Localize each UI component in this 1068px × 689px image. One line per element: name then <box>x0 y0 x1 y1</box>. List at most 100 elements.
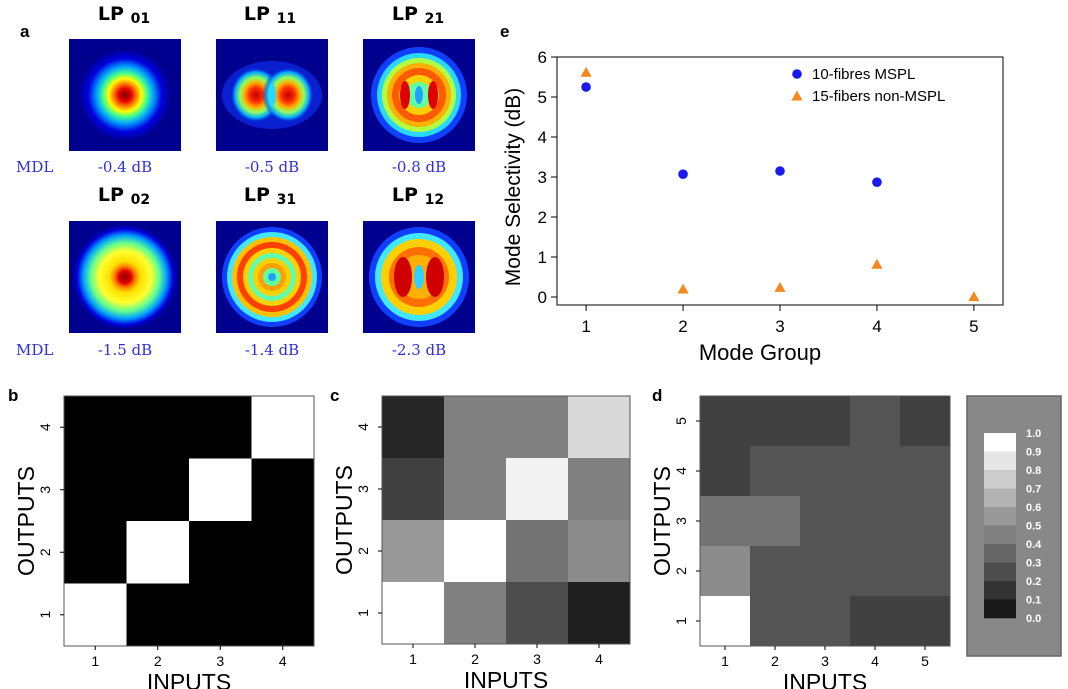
panel-label-a: a <box>20 22 30 41</box>
heatmap-cell <box>568 396 631 459</box>
mode-title-name: LP <box>243 184 270 206</box>
mode-title: LP 21 <box>358 3 478 27</box>
mdl-value: -1.5 dB <box>97 341 153 359</box>
colorbar-swatch <box>984 562 1016 582</box>
x-tick-label: 2 <box>771 653 779 669</box>
heatmap-cell <box>750 446 801 497</box>
x-tick-label: 3 <box>775 317 784 336</box>
mode-title: LP 11 <box>210 3 330 27</box>
legend-marker-triangle <box>791 90 803 101</box>
y-tick-label: 0 <box>538 288 547 307</box>
panel-label-c: c <box>330 386 340 405</box>
colorbar-swatch <box>984 544 1016 563</box>
x-axis-label: INPUTS <box>147 669 231 689</box>
y-tick-label: 2 <box>37 548 53 556</box>
heatmap-cell <box>568 582 631 645</box>
heatmap-cell <box>126 521 190 584</box>
x-axis-label: INPUTS <box>783 669 867 689</box>
mdl-value: -0.5 dB <box>244 158 300 176</box>
x-tick-label: 3 <box>216 653 224 669</box>
y-axis-label: OUTPUTS <box>331 465 357 575</box>
heatmap-cell <box>700 446 751 497</box>
mode-title-name: LP <box>391 184 418 206</box>
y-tick-label: 3 <box>673 517 689 525</box>
mode-title-name: LP <box>243 3 270 25</box>
heatmap-cell <box>189 458 252 522</box>
heatmap-cell <box>568 458 631 521</box>
y-tick-label: 3 <box>355 485 371 493</box>
heatmap-frame <box>381 395 631 645</box>
heatmap-cell <box>900 596 951 647</box>
mdl-value: -2.3 dB <box>391 341 447 359</box>
heatmap-d: 1 2 3 4 5 1 2 3 4 5 INPUTS OUTPUTS <box>649 395 951 689</box>
heatmap-cell <box>900 396 951 447</box>
heatmap-cell <box>64 583 127 647</box>
heatmap-cell <box>700 396 751 447</box>
heatmap-cell <box>568 520 631 583</box>
y-tick-label: 1 <box>355 609 371 617</box>
legend-label: 10-fibres MSPL <box>812 66 915 83</box>
data-point-triangle <box>871 258 883 269</box>
colorbar-tick-label: 0.7 <box>1026 484 1041 496</box>
x-tick-label: 2 <box>471 651 479 667</box>
mode-title-name: LP <box>97 3 124 25</box>
colorbar-tick-label: 0.3 <box>1026 558 1041 570</box>
x-tick-label: 2 <box>154 653 162 669</box>
mode-title-sub: 31 <box>276 192 297 208</box>
mode-title-name: LP <box>391 3 418 25</box>
y-tick-label: 6 <box>538 48 547 67</box>
heatmap-cell <box>382 582 445 645</box>
mdl-value: -1.4 dB <box>244 341 300 359</box>
panel-label-e: e <box>500 22 510 41</box>
heatmap-cell <box>850 396 901 447</box>
x-tick-label: 5 <box>921 653 929 669</box>
heatmap-cell <box>800 596 851 647</box>
heatmap-cell <box>64 521 127 584</box>
heatmap-cell <box>444 520 507 583</box>
mode-title-sub: 02 <box>130 192 151 208</box>
colorbar-swatch <box>984 525 1016 545</box>
x-axis-label: INPUTS <box>464 667 548 689</box>
panel-label-b: b <box>8 386 19 405</box>
colorbar-tick-label: 0.4 <box>1026 539 1042 551</box>
mdl-value: -0.4 dB <box>97 158 153 176</box>
heatmap-cell <box>382 520 445 583</box>
y-tick-label: 1 <box>673 617 689 625</box>
y-tick-label: 4 <box>37 423 53 431</box>
x-tick-label: 4 <box>279 653 287 669</box>
mode-selectivity-chart: 0 1 2 3 4 5 6 1 2 3 4 5 Mode Group Mode Selectivity (… <box>502 48 1004 365</box>
colorbar-swatch <box>984 507 1016 526</box>
heatmap-cell <box>251 521 315 584</box>
colorbar: 1.0 0.9 0.8 0.7 0.6 0.5 0.4 0.3 0.2 0.1 0.0 <box>966 395 1062 657</box>
heatmap-cell <box>800 396 851 447</box>
colorbar-swatch <box>984 599 1016 619</box>
y-tick-label: 3 <box>37 486 53 494</box>
colorbar-tick-label: 0.6 <box>1026 502 1041 514</box>
legend-label: 15-fibers non-MSPL <box>812 88 945 105</box>
colorbar-tick-label: 0.8 <box>1026 465 1041 477</box>
mode-title: LP 12 <box>358 184 478 208</box>
heatmap-cell <box>506 458 569 521</box>
mode-title-sub: 11 <box>276 11 297 27</box>
heatmap-cell <box>700 596 751 647</box>
y-axis-label: OUTPUTS <box>13 466 39 576</box>
data-point-triangle <box>677 283 689 294</box>
data-point-circle <box>775 166 785 176</box>
x-tick-label: 4 <box>871 653 879 669</box>
mode-title: LP 01 <box>64 3 184 27</box>
y-tick-label: 4 <box>673 467 689 475</box>
x-tick-label: 4 <box>872 317 881 336</box>
heatmap-cell <box>900 446 951 497</box>
heatmap-cell <box>189 396 252 459</box>
x-axis-label: Mode Group <box>699 340 821 365</box>
mode-image-lp31 <box>216 221 328 333</box>
heatmap-cell <box>850 546 901 597</box>
heatmap-cell <box>506 396 569 459</box>
x-tick-label: 1 <box>581 317 590 336</box>
y-tick-label: 3 <box>538 168 547 187</box>
colorbar-tick-label: 0.2 <box>1026 576 1041 588</box>
mode-image-lp21 <box>363 39 475 151</box>
y-tick-label: 5 <box>538 88 547 107</box>
mdl-label: MDL <box>16 341 54 359</box>
data-point-circle <box>872 177 882 187</box>
